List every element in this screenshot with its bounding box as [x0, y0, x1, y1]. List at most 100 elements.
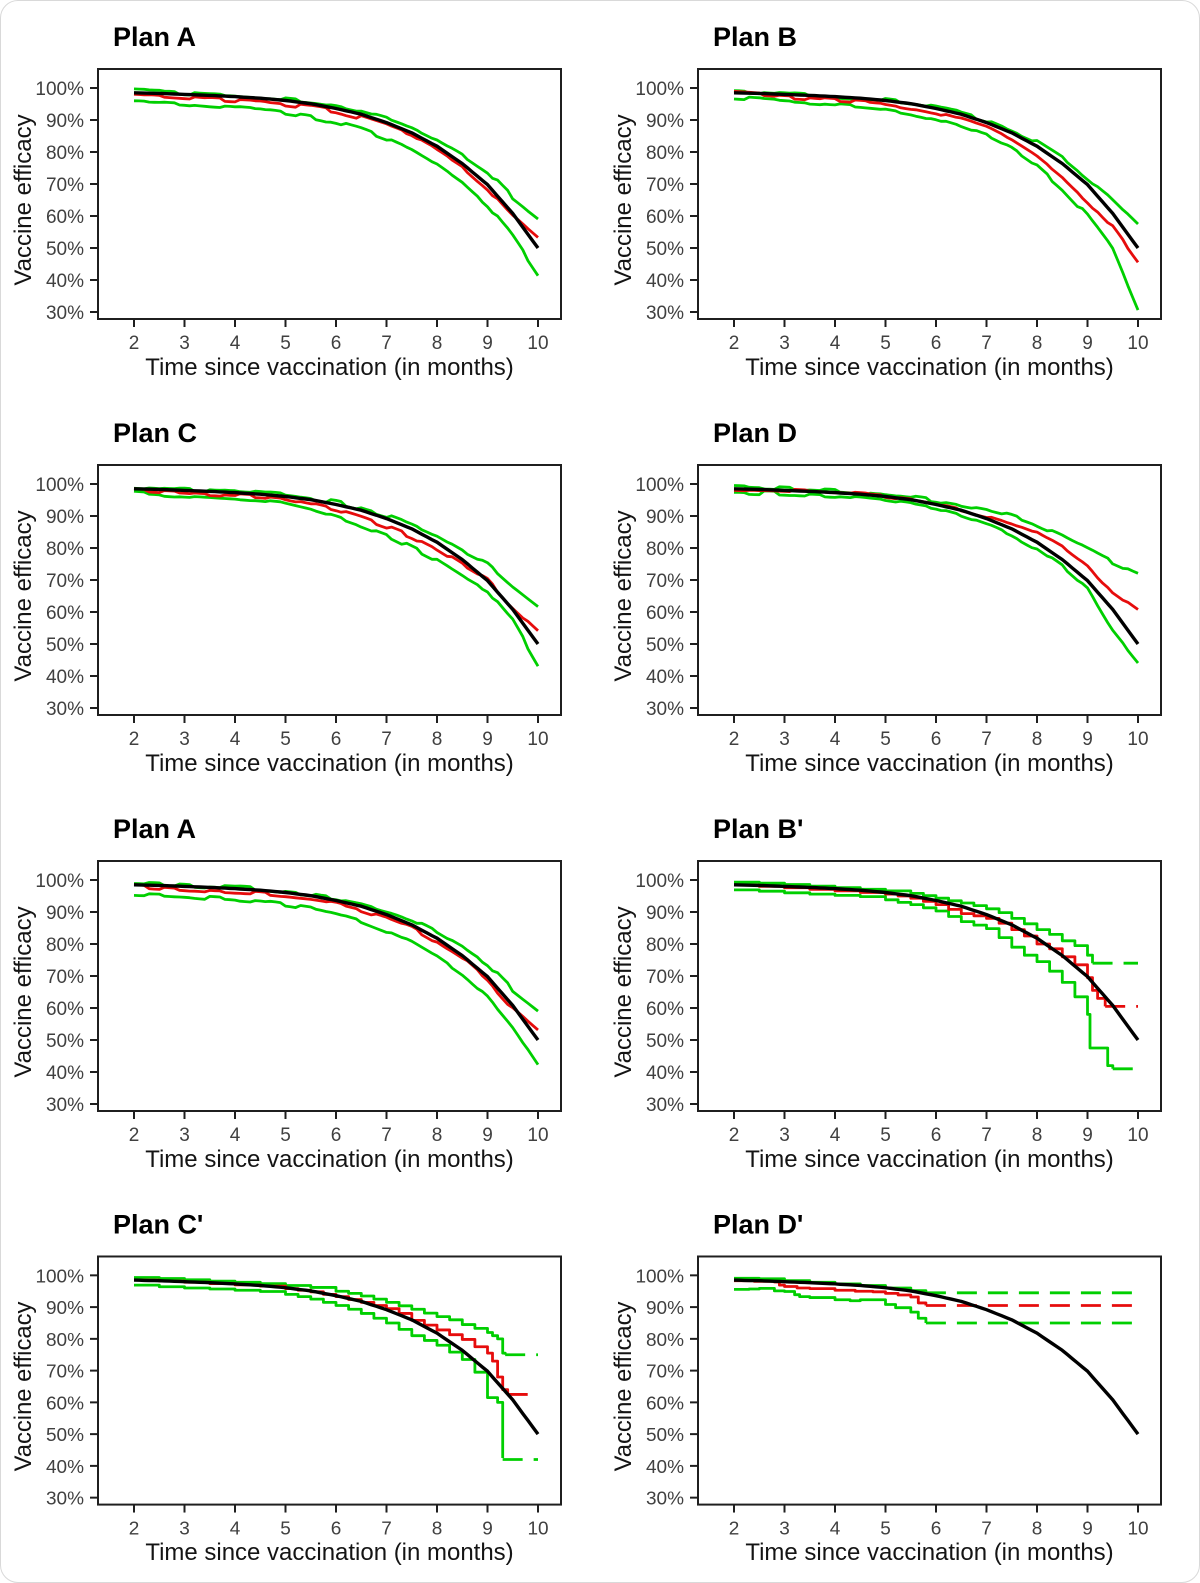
chart-plan-b-prime: Plan B' 100% 90% 80% 70% 60% 50% 40% 30% 2 3 4 5 6 7 8… — [601, 793, 1199, 1189]
y-tick-label: 40% — [46, 1457, 84, 1478]
x-tick-label: 3 — [779, 729, 790, 750]
plot-panel-border — [97, 464, 562, 716]
x-tick-label: 3 — [179, 1518, 190, 1539]
plot-area: 100% 90% 80% 70% 60% 50% 40% 30% 2 3 4 5 6 7 8 9 10 Time … — [10, 68, 562, 381]
y-tick-label: 50% — [646, 635, 684, 656]
x-tick-label: 3 — [779, 333, 790, 354]
series-red-estimate — [733, 90, 1140, 264]
x-tick-label: 8 — [1032, 333, 1043, 354]
y-tick-label: 50% — [646, 1031, 684, 1052]
chart-plan-d: Plan D 100% 90% 80% 70% 60% 50% 40% 30% 2 3 4 5 6 7 8 9… — [601, 397, 1199, 793]
y-tick-label: 70% — [646, 571, 684, 592]
chart-svg-plan-d: Plan D 100% 90% 80% 70% 60% 50% 40% 30% 2 3 4 5 6 7 8 9… — [610, 418, 1162, 777]
y-tick-label: 60% — [46, 1393, 84, 1414]
y-tick-label: 30% — [646, 303, 684, 324]
x-axis-title: Time since vaccination (in months) — [145, 1539, 513, 1566]
y-tick-label: 60% — [46, 603, 84, 624]
x-tick-label: 3 — [179, 333, 190, 354]
x-tick-label: 4 — [230, 729, 241, 750]
plot-area: 100% 90% 80% 70% 60% 50% 40% 30% 2 3 4 5 6 7 8 9 10 Time … — [10, 1255, 562, 1566]
y-tick-label: 30% — [646, 1489, 684, 1510]
chart-plan-a-2: Plan A 100% 90% 80% 70% 60% 50% 40% 30% 2 3 4 5 6 7 8 9… — [1, 793, 601, 1189]
y-tick-label: 60% — [646, 1393, 684, 1414]
plot-area: 100% 90% 80% 70% 60% 50% 40% 30% 2 3 4 5 6 7 8 9 10 Time … — [10, 860, 562, 1173]
y-tick-label: 60% — [46, 999, 84, 1020]
series-green-lower — [133, 99, 540, 277]
y-tick-label: 100% — [35, 79, 84, 100]
x-tick-label: 4 — [830, 333, 841, 354]
chart-plan-d-prime: Plan D' 100% 90% 80% 70% 60% 50% 40% 30% 2 3 4 5 6 7 8… — [601, 1189, 1199, 1582]
x-tick-label: 10 — [1127, 1125, 1148, 1146]
plot-area: 100% 90% 80% 70% 60% 50% 40% 30% 2 3 4 5 6 7 8 9 10 Time … — [610, 1255, 1162, 1566]
x-tick-label: 10 — [527, 729, 548, 750]
series-black-true — [133, 1278, 540, 1436]
chart-svg-plan-b-prime: Plan B' 100% 90% 80% 70% 60% 50% 40% 30% 2 3 4 5 6 7 8… — [610, 814, 1162, 1173]
y-tick-label: 40% — [646, 1063, 684, 1084]
x-tick-label: 6 — [331, 1518, 342, 1539]
plot-panel-border — [697, 860, 1162, 1112]
plot-area: 100% 90% 80% 70% 60% 50% 40% 30% 2 3 4 5 6 7 8 9 10 Time … — [610, 68, 1162, 381]
x-tick-label: 10 — [1127, 1518, 1148, 1539]
y-tick-label: 100% — [635, 1266, 684, 1287]
x-tick-label: 8 — [1032, 1125, 1043, 1146]
y-tick-label: 60% — [646, 207, 684, 228]
x-tick-label: 6 — [931, 729, 942, 750]
series-black-true — [733, 883, 1140, 1042]
y-tick-label: 80% — [646, 935, 684, 956]
chart-title: Plan D' — [713, 1210, 803, 1240]
series-green-upper — [734, 880, 1094, 964]
y-tick-label: 30% — [646, 1095, 684, 1116]
x-tick-label: 3 — [179, 1125, 190, 1146]
y-tick-label: 30% — [46, 699, 84, 720]
plot-panel-border — [697, 1255, 1162, 1506]
x-tick-label: 6 — [931, 333, 942, 354]
series-red-estimate — [134, 1278, 510, 1395]
x-tick-label: 10 — [527, 1125, 548, 1146]
y-tick-label: 30% — [46, 1489, 84, 1510]
y-tick-label: 90% — [46, 111, 84, 132]
x-tick-label: 5 — [280, 1518, 291, 1539]
y-tick-label: 80% — [46, 143, 84, 164]
y-tick-label: 70% — [46, 967, 84, 988]
plot-area: 100% 90% 80% 70% 60% 50% 40% 30% 2 3 4 5 6 7 8 9 10 Time … — [10, 464, 562, 777]
plot-area: 100% 90% 80% 70% 60% 50% 40% 30% 2 3 4 5 6 7 8 9 10 Time … — [610, 860, 1162, 1173]
y-axis-title: Vaccine efficacy — [10, 906, 37, 1077]
y-tick-label: 50% — [646, 1425, 684, 1446]
chart-plan-c: Plan C 100% 90% 80% 70% 60% 50% 40% 30% 2 3 4 5 6 7 8 9… — [1, 397, 601, 793]
plot-panel-border — [97, 1255, 562, 1506]
x-tick-label: 2 — [129, 729, 140, 750]
x-tick-label: 9 — [1082, 333, 1093, 354]
x-tick-label: 4 — [230, 1518, 241, 1539]
x-tick-label: 7 — [381, 1125, 392, 1146]
x-tick-label: 7 — [381, 1518, 392, 1539]
y-axis-title: Vaccine efficacy — [610, 114, 637, 285]
x-tick-label: 3 — [179, 729, 190, 750]
x-tick-label: 4 — [830, 729, 841, 750]
x-axis-title: Time since vaccination (in months) — [745, 1539, 1113, 1566]
x-tick-label: 7 — [981, 729, 992, 750]
x-tick-label: 8 — [1032, 1518, 1043, 1539]
y-tick-label: 100% — [635, 871, 684, 892]
chart-title: Plan A — [113, 814, 196, 844]
x-tick-label: 9 — [1082, 1125, 1093, 1146]
y-tick-label: 30% — [46, 303, 84, 324]
chart-plan-b: Plan B 100% 90% 80% 70% 60% 50% 40% 30% 2 3 4 5 6 7 8 9… — [601, 1, 1199, 397]
y-tick-label: 90% — [46, 1298, 84, 1319]
series-red-estimate — [733, 488, 1139, 611]
y-tick-label: 40% — [46, 271, 84, 292]
y-tick-label: 70% — [646, 1362, 684, 1383]
y-tick-label: 50% — [46, 1425, 84, 1446]
x-tick-label: 2 — [729, 1125, 740, 1146]
series-black-true — [133, 883, 540, 1042]
x-tick-label: 2 — [729, 729, 740, 750]
series-green-lower — [734, 888, 1115, 1069]
x-tick-label: 5 — [880, 1518, 891, 1539]
x-tick-label: 5 — [280, 333, 291, 354]
x-tick-label: 8 — [432, 729, 443, 750]
x-tick-label: 2 — [129, 1125, 140, 1146]
x-axis-title: Time since vaccination (in months) — [745, 1146, 1114, 1173]
y-tick-label: 80% — [646, 143, 684, 164]
series-black-true — [133, 91, 540, 250]
x-axis-title: Time since vaccination (in months) — [145, 750, 514, 777]
x-tick-label: 7 — [381, 729, 392, 750]
